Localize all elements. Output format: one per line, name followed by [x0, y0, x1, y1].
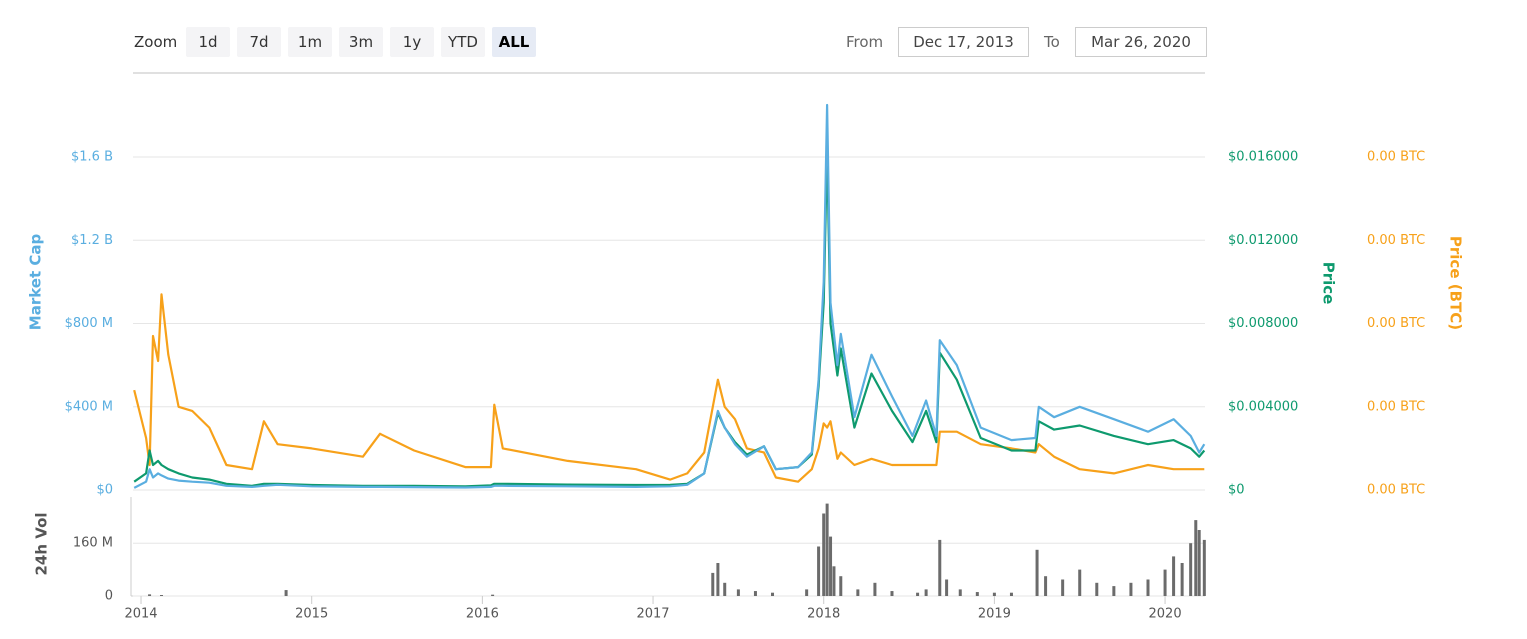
y-tick-label: $0 — [1228, 483, 1245, 498]
volume-bar — [736, 589, 740, 596]
volume-bar — [945, 579, 949, 596]
volume-bar — [753, 591, 757, 596]
volume-bar — [148, 594, 152, 596]
zoom-button[interactable]: ALL — [492, 27, 536, 57]
volume-axis-title: 24h Vol — [33, 512, 51, 575]
x-tick-label: 2018 — [807, 607, 840, 622]
volume-bar — [1194, 520, 1198, 596]
volume-bar — [284, 590, 288, 596]
volume-bar — [491, 594, 495, 596]
to-label: To — [1044, 33, 1060, 51]
y-tick-label: $0.004000 — [1228, 399, 1298, 414]
volume-bar — [1009, 592, 1013, 596]
volume-bar — [1112, 586, 1116, 596]
volume-bar — [1180, 563, 1184, 596]
volume-bar — [1197, 530, 1201, 596]
volume-bar — [1061, 579, 1065, 596]
zoom-label: Zoom — [134, 33, 178, 51]
x-tick-label: 2014 — [124, 607, 157, 622]
x-tick-label: 2016 — [466, 607, 499, 622]
volume-bar — [873, 582, 877, 596]
y-tick-label: $400 M — [65, 399, 113, 414]
volume-bar — [1035, 549, 1039, 596]
volume-bar — [1146, 579, 1150, 596]
volume-bar — [1172, 556, 1176, 596]
y-axis-title: Market Cap — [27, 234, 45, 331]
volume-bar — [1163, 569, 1167, 596]
y-tick-label: $1.6 B — [71, 150, 113, 165]
series-line — [133, 103, 1206, 489]
volume-bar — [825, 503, 829, 596]
zoom-button[interactable]: 1m — [288, 27, 332, 57]
volume-bar — [160, 595, 164, 596]
volume-bar — [711, 572, 715, 596]
volume-bar — [839, 576, 843, 596]
volume-bar — [992, 592, 996, 596]
y3-axis-title: Price (BTC) — [1447, 236, 1465, 330]
y-tick-label: 0.00 BTC — [1367, 483, 1425, 498]
from-input[interactable]: Dec 17, 2013 — [898, 27, 1029, 57]
y-tick-label: 160 M — [73, 536, 113, 551]
y2-axis-title: Price — [1320, 262, 1338, 305]
x-tick-label: 2015 — [295, 607, 328, 622]
y-tick-label: $800 M — [65, 316, 113, 331]
volume-bar — [856, 589, 860, 596]
y-tick-label: 0.00 BTC — [1367, 233, 1425, 248]
volume-bar — [1078, 569, 1082, 596]
volume-bar — [1095, 582, 1099, 596]
volume-bar — [832, 566, 836, 596]
zoom-button[interactable]: 7d — [237, 27, 281, 57]
y-tick-label: $0 — [96, 483, 113, 498]
volume-bar — [890, 591, 894, 596]
volume-bar — [1044, 576, 1048, 596]
volume-bar — [1189, 543, 1193, 596]
zoom-button[interactable]: YTD — [441, 27, 485, 57]
y-tick-label: 0 — [105, 589, 113, 604]
volume-bar — [817, 546, 821, 596]
y-tick-label: $1.2 B — [71, 233, 113, 248]
volume-bar — [916, 592, 920, 596]
to-input[interactable]: Mar 26, 2020 — [1075, 27, 1207, 57]
series-line — [133, 293, 1205, 483]
volume-bar — [822, 513, 826, 596]
from-label: From — [846, 33, 884, 51]
volume-bar — [975, 592, 979, 596]
y-tick-label: 0.00 BTC — [1367, 399, 1425, 414]
volume-bar — [958, 589, 962, 596]
x-tick-label: 2020 — [1149, 607, 1182, 622]
volume-bar — [716, 563, 720, 596]
volume-bar — [1202, 539, 1206, 596]
series-line — [133, 147, 1206, 488]
y-tick-label: $0.008000 — [1228, 316, 1298, 331]
volume-bar — [938, 539, 942, 596]
volume-bar — [723, 582, 727, 596]
volume-bar — [1129, 582, 1133, 596]
zoom-button[interactable]: 1y — [390, 27, 434, 57]
x-tick-label: 2017 — [636, 607, 669, 622]
y-tick-label: 0.00 BTC — [1367, 316, 1425, 331]
volume-bar — [829, 536, 833, 596]
y-tick-label: 0.00 BTC — [1367, 150, 1425, 165]
zoom-button[interactable]: 3m — [339, 27, 383, 57]
zoom-button[interactable]: 1d — [186, 27, 230, 57]
volume-bar — [805, 589, 809, 596]
volume-bar — [924, 589, 928, 596]
volume-bar — [771, 592, 775, 596]
y-tick-label: $0.016000 — [1228, 150, 1298, 165]
y-tick-label: $0.012000 — [1228, 233, 1298, 248]
x-tick-label: 2019 — [978, 607, 1011, 622]
